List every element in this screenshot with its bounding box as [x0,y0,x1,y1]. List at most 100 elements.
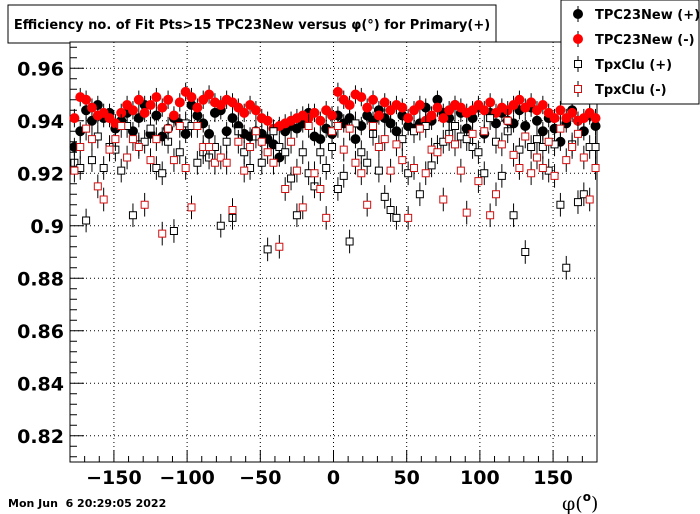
data-point [99,195,108,204]
data-point [549,113,560,124]
data-point [193,122,202,130]
x-tick-label: −50 [239,467,281,489]
data-point [538,164,547,172]
data-point [339,171,348,180]
data-point [69,113,80,124]
data-point [257,137,266,146]
y-tick-label: 0.86 [17,321,64,343]
data-points [69,82,601,280]
data-point [351,158,360,167]
data-point [216,221,225,230]
data-point [451,140,460,149]
x-axis-title-base: φ( [562,493,583,514]
legend-entry: TpxClu (-) [574,81,667,98]
data-point [356,92,367,103]
data-point [351,119,360,128]
data-point [526,97,537,108]
data-point [486,114,495,123]
data-point [521,132,530,141]
legend-marker [574,85,582,93]
data-point [228,206,237,214]
data-point [527,143,536,151]
data-point [497,140,506,149]
data-point [462,135,471,144]
data-point [479,105,490,116]
data-point [151,92,162,103]
data-point [368,94,379,105]
data-point [332,86,343,97]
series-tpc23new [69,82,601,138]
data-point [239,107,250,118]
data-point [392,213,401,222]
data-point [169,156,178,165]
data-point [222,158,231,167]
y-tick-label: 0.92 [17,163,64,185]
y-tick-label: 0.96 [17,58,64,80]
data-point [157,102,168,113]
data-point [251,127,260,136]
x-axis-title: φ(o) [562,490,598,514]
x-axis-title-degree: o [583,490,591,504]
y-tick-label: 0.94 [17,111,64,133]
data-point [316,185,325,193]
data-point [204,89,215,100]
data-point [82,124,91,133]
data-point [468,129,477,138]
data-point [327,110,338,121]
legend-marker [573,9,583,19]
data-point [133,94,144,105]
data-point [568,143,577,151]
data-point [398,156,407,165]
data-point [139,107,150,118]
x-tick-label: 150 [533,467,573,489]
data-point [287,137,296,146]
data-point [222,137,231,146]
data-point [456,166,465,175]
data-point [532,153,541,162]
data-point [287,174,296,183]
data-point [379,97,390,108]
data-point [438,113,449,124]
data-point [158,169,167,178]
data-point [474,177,483,186]
data-point [345,237,354,246]
data-point [403,113,414,124]
data-point [316,148,325,157]
data-point [240,148,249,157]
data-point [281,185,290,193]
data-point [275,242,284,251]
data-point [275,143,284,151]
data-point [579,153,588,162]
data-point [158,229,167,238]
data-point [205,143,214,151]
data-point [485,97,496,108]
data-point [328,143,337,151]
data-point [263,148,272,157]
data-point [439,195,448,204]
data-point [246,143,255,151]
data-point [82,216,91,225]
legend-entry: TpxClu (+) [574,56,672,73]
data-point [462,208,471,217]
data-point [164,124,173,133]
data-point [474,148,483,157]
data-point [123,153,132,162]
data-point [140,200,149,209]
y-tick-label: 0.88 [17,268,64,290]
data-point [515,164,524,172]
data-point [111,135,120,144]
data-point [562,156,571,165]
data-point [193,158,202,167]
data-point [363,200,372,209]
data-point [491,190,500,199]
y-tick-label: 0.82 [17,426,64,448]
data-point [386,206,395,214]
data-point [410,164,419,172]
data-point [152,164,161,172]
data-point [350,134,361,145]
data-point [480,169,489,178]
data-point [567,107,578,118]
data-point [145,100,156,110]
data-point [128,211,137,220]
